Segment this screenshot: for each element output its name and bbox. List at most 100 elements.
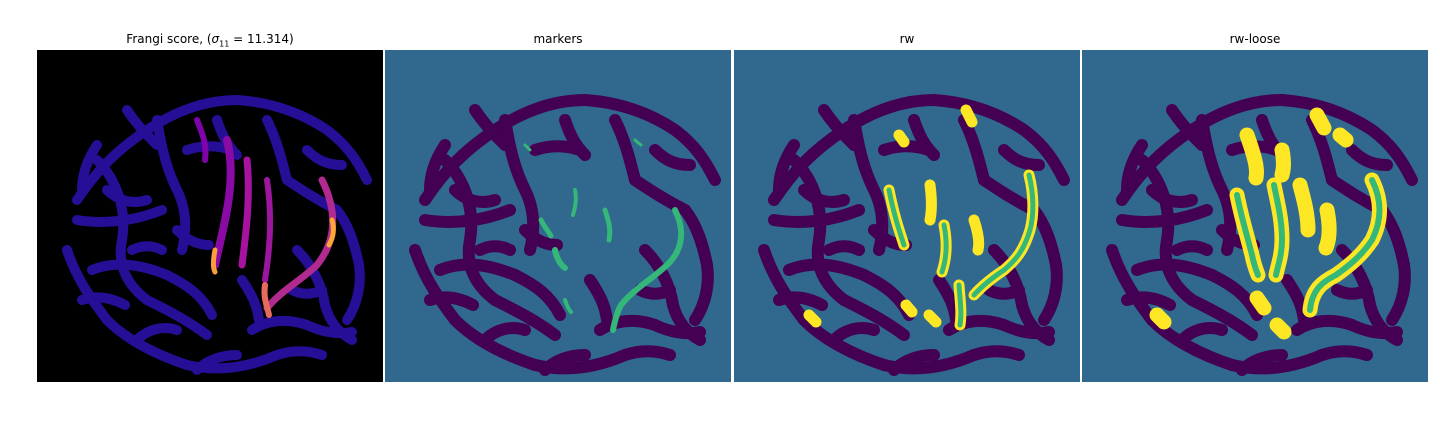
vessel-branch [127,241,167,255]
vessel-branch [232,95,372,185]
vessel-branch [469,104,511,151]
vessel-branch [519,224,563,251]
markers-vessel-network [409,94,721,376]
markers-image [385,50,731,382]
vessel-branch [320,300,357,345]
vessel-branch [92,155,152,305]
title-frangi-rest: = 11.314) [229,32,294,46]
vessel-branch [102,185,152,207]
frangi-score-image [37,50,383,382]
vessel-branch [1176,322,1228,346]
title-frangi-main: Frangi score, ( [126,32,212,46]
vessel-branch [292,245,330,310]
vessel-branch [1316,345,1373,361]
vessel-branch [474,240,516,256]
vessel-branch [968,345,1025,361]
vessel-branch [434,258,521,281]
vessel-branch [1131,258,1218,281]
vessel-branch [302,320,357,339]
title-sigma: σ [211,32,220,46]
vessel-branch [192,350,242,375]
vessel-branch [768,204,865,228]
vessel-branch [1186,294,1258,341]
panel-title-rw-loose: rw-loose [1229,32,1281,46]
panel-title-frangi: Frangi score, (σ11 = 11.314) [37,32,383,48]
vessel-branch [87,259,172,280]
vessel-branch [237,275,264,325]
vessel-branch [998,319,1055,340]
vessel-branch [247,315,312,335]
vessel-branch [419,204,516,228]
rw-loose-image [1082,50,1428,382]
vessel-branch [439,154,501,306]
vessel-branch [287,285,327,299]
vessel-branch [162,270,217,320]
vessel-branch [77,140,102,195]
vessel-branch [649,319,706,340]
vessel-branch [649,144,696,171]
vessel-branch [302,145,347,170]
vessel-branch [828,322,880,346]
title-sigma-sub: 11 [219,39,230,49]
vessel-branch [823,240,865,256]
vessel-branch [449,184,501,208]
panel-title-markers: markers [533,32,583,46]
vessel-branch [579,94,721,186]
marker-seeds [523,138,685,333]
vessel-branch [424,139,451,196]
vessel-branch [559,114,591,161]
vessel-branch [424,291,479,311]
rw-vessel-network [758,94,1070,376]
vessel-branch [77,292,130,310]
vessel-branch [928,94,1070,186]
vessel-branch [132,323,182,345]
vessel-branch [262,115,292,185]
vessel-branch [1206,269,1263,321]
vessel-branch [773,291,828,311]
vessel-branch [634,284,676,300]
vessel-branch [509,269,566,321]
frangi-bright-vessels [194,117,337,318]
vessel-branch [1236,349,1288,376]
vessel-branch [1346,144,1393,171]
vessel-branch [908,114,940,161]
vessel-branch [1038,259,1063,326]
vessel-branch [1171,240,1213,256]
vessel-branch [62,245,192,370]
vessel-branch [838,294,910,341]
vessel-branch [479,322,531,346]
vessel-branch [1276,94,1418,186]
vessel-branch [1136,154,1198,306]
vessel-branch [142,295,212,340]
vessel-branch [1121,139,1148,196]
vessel-branch [1281,274,1310,326]
vessel-branch [1146,184,1198,208]
vessel-branch [1331,284,1373,300]
vessel-branch [584,274,613,326]
frangi-vessel-network [62,95,372,375]
vessel-branch [758,244,890,371]
vessel-branch [272,346,327,360]
vessel-branch [122,105,162,150]
vessel-branch [1121,291,1176,311]
vessel-branch [489,294,561,341]
rw-loose-segments [1149,107,1387,340]
vessel-branch [539,349,591,376]
vessel-branch [1116,204,1213,228]
vessel-branch [983,284,1025,300]
vessel-branch [72,205,167,227]
rw-segments [803,104,1039,331]
vessel-branch [998,144,1045,171]
vessel-branch [788,154,850,306]
rw-image [734,50,1080,382]
vessel-branch [689,259,714,326]
vessel-branch [1166,104,1208,151]
vessel-branch [888,349,940,376]
vessel-branch [783,258,870,281]
vessel-branch [798,184,850,208]
vessel-branch [1346,319,1403,340]
vessel-branch [773,139,800,196]
vessel-branch [332,205,364,270]
vessel-branch [1386,259,1411,326]
vessel-branch [818,104,860,151]
